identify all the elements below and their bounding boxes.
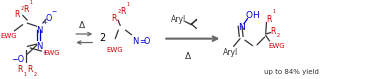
Text: 2: 2 [277,33,280,38]
Text: R: R [14,10,20,19]
Text: EWG: EWG [43,50,60,56]
Text: Δ: Δ [79,21,85,30]
Text: O: O [245,11,253,20]
Text: EWG: EWG [268,43,285,49]
Text: +: + [42,20,47,25]
Text: R: R [266,15,271,24]
Text: O: O [144,37,150,46]
Text: H: H [252,11,259,20]
Text: 1: 1 [127,3,130,8]
Text: N: N [132,37,139,46]
Text: 2: 2 [118,9,121,14]
Text: +: + [42,50,47,55]
Text: EWG: EWG [0,33,17,39]
Text: up to 84% yield: up to 84% yield [263,69,319,75]
Text: =: = [139,37,145,46]
Text: Δ: Δ [185,52,191,61]
Text: R: R [111,14,116,23]
Text: −O: −O [11,55,25,64]
Text: R: R [120,7,125,16]
Text: 2: 2 [21,6,24,11]
Text: EWG: EWG [107,47,123,53]
Text: N: N [36,42,42,51]
Text: Aryl: Aryl [223,48,238,57]
Text: O: O [45,14,52,23]
Text: R: R [27,65,33,74]
Text: 2: 2 [99,33,105,43]
Text: R: R [23,5,29,14]
Text: 1: 1 [273,9,276,14]
Text: R: R [271,27,276,36]
Text: −: − [52,8,57,13]
Text: N: N [238,23,245,32]
Text: 2: 2 [34,72,37,77]
Text: R: R [17,65,23,74]
Text: N: N [36,26,42,35]
Text: 1: 1 [29,0,33,5]
Text: 1: 1 [24,72,27,77]
Text: Aryl: Aryl [171,15,186,24]
